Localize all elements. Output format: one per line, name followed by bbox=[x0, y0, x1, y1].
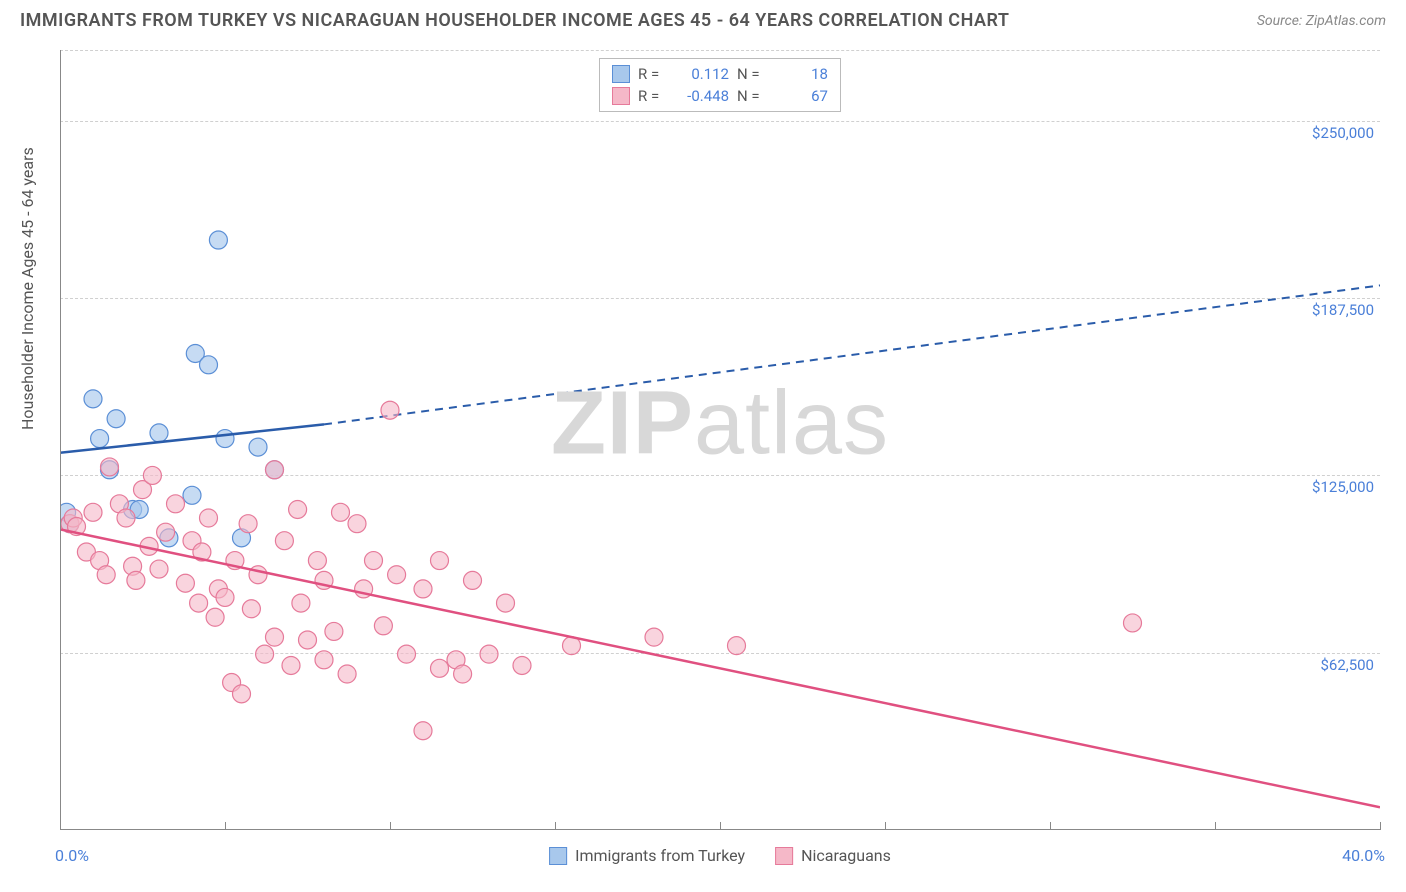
data-point bbox=[183, 486, 201, 504]
data-point bbox=[239, 515, 257, 533]
x-tick bbox=[1215, 822, 1216, 830]
data-point bbox=[431, 552, 449, 570]
data-point bbox=[209, 231, 227, 249]
x-tick bbox=[720, 822, 721, 830]
data-point bbox=[338, 665, 356, 683]
data-point bbox=[216, 430, 234, 448]
data-point bbox=[266, 628, 284, 646]
data-point bbox=[233, 685, 251, 703]
x-tick bbox=[225, 822, 226, 830]
data-point bbox=[249, 566, 267, 584]
data-point bbox=[216, 588, 234, 606]
data-point bbox=[101, 458, 119, 476]
data-point bbox=[143, 466, 161, 484]
x-max-label: 40.0% bbox=[1342, 846, 1385, 865]
source-attribution: Source: ZipAtlas.com bbox=[1257, 13, 1386, 29]
data-point bbox=[167, 495, 185, 513]
data-point bbox=[728, 637, 746, 655]
data-point bbox=[282, 656, 300, 674]
data-point bbox=[256, 645, 274, 663]
data-point bbox=[200, 356, 218, 374]
x-tick bbox=[555, 822, 556, 830]
data-point bbox=[414, 722, 432, 740]
data-point bbox=[97, 566, 115, 584]
y-axis-title: Householder Income Ages 45 - 64 years bbox=[18, 147, 37, 430]
legend-label: Nicaraguans bbox=[801, 846, 891, 865]
data-point bbox=[117, 509, 135, 527]
x-tick bbox=[390, 822, 391, 830]
correlation-row-2: R = -0.448 N = 67 bbox=[612, 85, 828, 107]
data-point bbox=[150, 424, 168, 442]
y-axis-line bbox=[60, 50, 61, 830]
n-value-2: 67 bbox=[773, 87, 828, 105]
data-point bbox=[242, 600, 260, 618]
data-point bbox=[645, 628, 663, 646]
data-point bbox=[414, 580, 432, 598]
data-point bbox=[315, 651, 333, 669]
data-point bbox=[157, 523, 175, 541]
correlation-legend: R = 0.112 N = 18 R = -0.448 N = 67 bbox=[599, 58, 841, 112]
legend-item-nicaraguan: Nicaraguans bbox=[775, 846, 891, 865]
x-tick bbox=[1050, 822, 1051, 830]
series-legend: Immigrants from Turkey Nicaraguans bbox=[549, 846, 891, 865]
data-point bbox=[150, 560, 168, 578]
chart-title: IMMIGRANTS FROM TURKEY VS NICARAGUAN HOU… bbox=[20, 10, 1009, 31]
data-point bbox=[206, 608, 224, 626]
swatch-turkey bbox=[549, 847, 567, 865]
n-label: N = bbox=[737, 87, 765, 105]
chart-area: ZIPatlas $62,500$125,000$187,500$250,000… bbox=[60, 50, 1380, 830]
data-point bbox=[190, 594, 208, 612]
data-point bbox=[266, 461, 284, 479]
x-min-label: 0.0% bbox=[55, 846, 89, 865]
x-tick bbox=[60, 822, 61, 830]
data-point bbox=[91, 430, 109, 448]
swatch-nicaraguan bbox=[775, 847, 793, 865]
data-point bbox=[289, 500, 307, 518]
n-label: N = bbox=[737, 65, 765, 83]
r-value-1: 0.112 bbox=[674, 65, 729, 83]
data-point bbox=[374, 617, 392, 635]
scatter-plot bbox=[60, 50, 1380, 830]
swatch-turkey bbox=[612, 65, 630, 83]
data-point bbox=[464, 571, 482, 589]
x-tick bbox=[1380, 822, 1381, 830]
r-label: R = bbox=[638, 65, 666, 83]
data-point bbox=[292, 594, 310, 612]
data-point bbox=[299, 631, 317, 649]
data-point bbox=[275, 532, 293, 550]
data-point bbox=[325, 622, 343, 640]
swatch-nicaraguan bbox=[612, 87, 630, 105]
data-point bbox=[348, 515, 366, 533]
data-point bbox=[127, 571, 145, 589]
data-point bbox=[454, 665, 472, 683]
data-point bbox=[200, 509, 218, 527]
legend-item-turkey: Immigrants from Turkey bbox=[549, 846, 745, 865]
data-point bbox=[332, 503, 350, 521]
data-point bbox=[84, 503, 102, 521]
r-label: R = bbox=[638, 87, 666, 105]
data-point bbox=[497, 594, 515, 612]
correlation-row-1: R = 0.112 N = 18 bbox=[612, 63, 828, 85]
x-tick bbox=[885, 822, 886, 830]
regression-line bbox=[60, 529, 1380, 807]
data-point bbox=[308, 552, 326, 570]
data-point bbox=[398, 645, 416, 663]
data-point bbox=[249, 438, 267, 456]
data-point bbox=[176, 574, 194, 592]
data-point bbox=[381, 401, 399, 419]
regression-line-extrapolated bbox=[324, 285, 1380, 424]
data-point bbox=[431, 659, 449, 677]
r-value-2: -0.448 bbox=[674, 87, 729, 105]
data-point bbox=[1124, 614, 1142, 632]
data-point bbox=[84, 390, 102, 408]
data-point bbox=[388, 566, 406, 584]
data-point bbox=[107, 410, 125, 428]
data-point bbox=[513, 656, 531, 674]
n-value-1: 18 bbox=[773, 65, 828, 83]
data-point bbox=[480, 645, 498, 663]
data-point bbox=[365, 552, 383, 570]
legend-label: Immigrants from Turkey bbox=[575, 846, 745, 865]
